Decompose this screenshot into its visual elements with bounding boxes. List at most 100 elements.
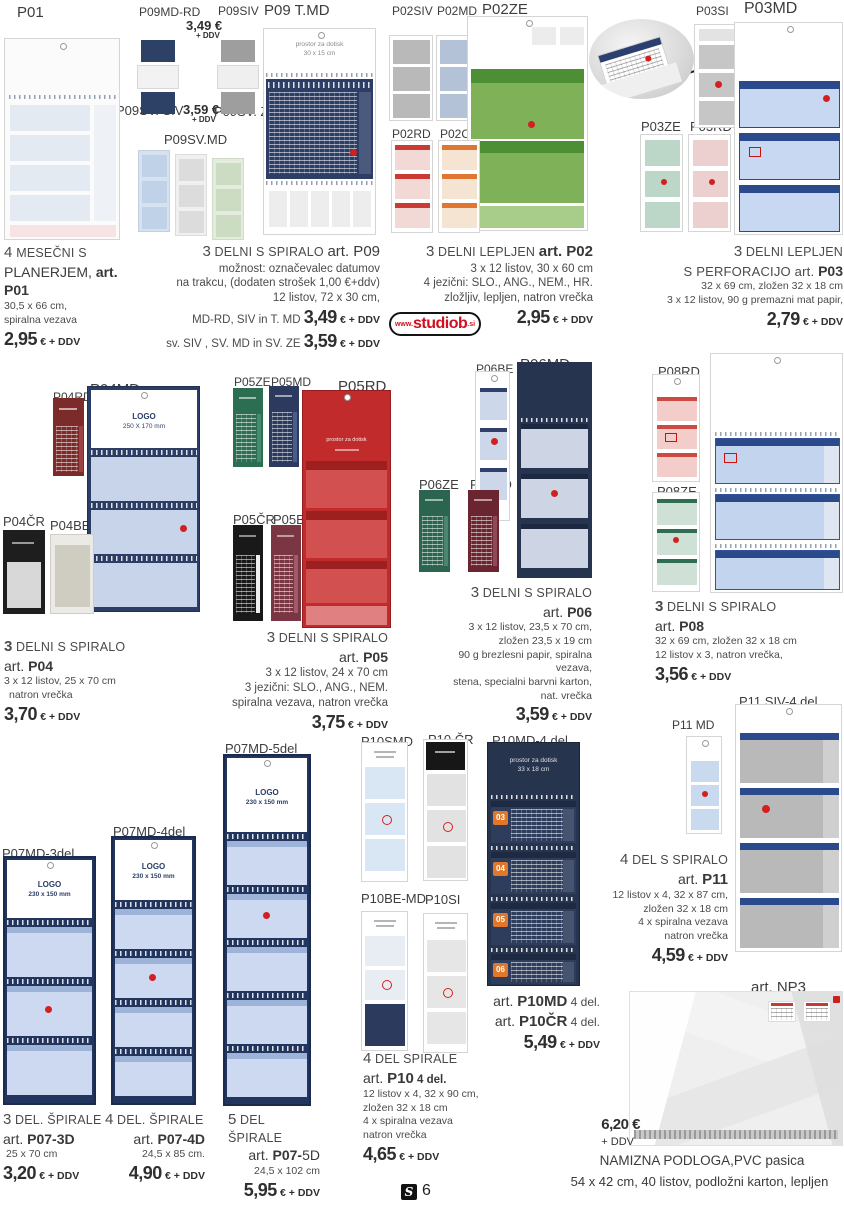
thumb-p02siv: [389, 35, 433, 121]
month-grid: [7, 562, 41, 608]
p07-3d-arta: art.: [3, 1130, 28, 1147]
month-header: [442, 203, 477, 208]
month-grid: [395, 150, 430, 170]
logo-area: LOGO 230 x 150 mm: [227, 758, 307, 832]
p04-description: 3 DELNI S SPIRALO art. P04 3 x 12 listov…: [4, 637, 154, 726]
p02-price-row: 2,95 € + DDV: [395, 306, 593, 329]
hanger-icon: [674, 378, 681, 385]
p11-artb: P11: [702, 870, 728, 888]
p09-description: 3 DELNI S SPIRALO art. P09 možnost: ozna…: [135, 242, 380, 353]
label-p05md: P05MD: [271, 375, 312, 389]
p08-arta: art.: [655, 617, 680, 634]
month-header: [268, 82, 371, 88]
weekend-column: [823, 740, 839, 783]
label-p02rd: P02RD: [392, 127, 431, 141]
logo-dash: [435, 751, 455, 753]
month-panel: [227, 1000, 307, 1044]
month-panel: [691, 761, 719, 782]
thumb-p03si: [694, 24, 737, 128]
month-grid: [395, 208, 430, 228]
p04-price: 3,70: [4, 703, 38, 724]
month-panel: [227, 1053, 307, 1097]
month-grid: [471, 516, 492, 566]
spiral-binding: [91, 503, 197, 508]
mini-month: [332, 191, 350, 227]
month-panel: [10, 135, 90, 161]
month-strip: 05: [491, 903, 576, 945]
page-number: 6: [422, 1182, 431, 1199]
np3-ddv: + DDV: [601, 1135, 634, 1148]
p09-price-row1: MD-RD, SIV in T. MD 3,49 € + DDV: [135, 306, 380, 329]
p02-art: art. P02: [538, 243, 593, 260]
bottom-strip: [10, 225, 116, 237]
spiral-binding: [715, 544, 840, 548]
spiral-binding: [115, 1000, 192, 1005]
p07-3d-price-row: 3,20 € + DDV: [3, 1162, 103, 1185]
p01-ddv: € + DDV: [40, 335, 81, 348]
month-panel: [142, 181, 167, 203]
logo-dash: [239, 535, 256, 537]
label-p02ze: P02ZE: [482, 1, 528, 18]
label-p04be: P04BE: [50, 518, 91, 533]
p10-line: zložen 32 x 18 cm: [363, 1101, 448, 1114]
month-grid: [236, 555, 255, 613]
logo-dash: [474, 499, 492, 501]
p05-title-num: 3: [266, 629, 276, 646]
month-header: [739, 133, 840, 140]
p07-5d-arta: art.: [248, 1147, 273, 1164]
p03-title-text: DELNI LEPLJEN: [742, 245, 843, 259]
logo-line2: 230 x 150 mm: [28, 890, 71, 898]
month-panel: [365, 839, 405, 871]
p07-4d-title: 4 DEL. ŠPIRALE: [105, 1110, 205, 1130]
thumb-p10smd: [361, 742, 408, 882]
month-grid: [511, 962, 563, 982]
month-panel: [699, 101, 734, 125]
month-grid: [471, 83, 584, 139]
p09-title: 3 DELNI S SPIRALO art. P09: [135, 242, 380, 262]
print-area-note: prostor za dotisk: [303, 437, 390, 444]
p10-arta: art.: [363, 1069, 388, 1086]
date-marker-ring: [443, 822, 453, 832]
p08-artb: P08: [679, 617, 705, 634]
p09-row2-label: sv. SIV , SV. MD in SV. ZE: [166, 337, 301, 350]
logo-dash: [277, 535, 294, 537]
month-panel: [657, 559, 697, 585]
label-p07md5: P07MD-5del: [225, 741, 298, 756]
spiral-binding: [115, 951, 192, 956]
label-p09md-rd: P09MD-RD: [139, 5, 201, 19]
p10-description: 4 DEL SPIRALE art. P10 4 del. 12 listov …: [363, 1049, 498, 1166]
month-header: [740, 843, 839, 850]
p04-artb: P04: [28, 657, 54, 674]
p10-price: 4,65: [363, 1143, 397, 1164]
thumb-p06rd: [468, 490, 499, 572]
print-area-line2: 33 x 18 cm: [517, 765, 550, 773]
p10-line: natron vrečka: [363, 1128, 427, 1141]
hanger-icon: [344, 394, 351, 401]
month-panel: [141, 92, 175, 114]
date-marker-box: [749, 147, 761, 157]
print-area-line1: prostor za dotisk: [326, 437, 367, 443]
month-panel: [393, 40, 430, 64]
p11-ddv: € + DDV: [688, 951, 728, 964]
p07-3d-artb: P07-3D: [27, 1130, 75, 1147]
p04-line: 3 x 12 listov, 25 x 70 cm: [4, 675, 116, 688]
month-panel: [521, 524, 588, 568]
spiral-binding: [115, 1049, 192, 1054]
p10-price-row: 4,65 € + DDV: [363, 1143, 498, 1166]
month-panel: [216, 163, 241, 185]
month-panel: [521, 424, 588, 468]
p09-price-b-ddv: + DDV: [192, 115, 216, 124]
month-header: [442, 174, 477, 179]
spiral-binding: [7, 1038, 92, 1043]
p08-price-row: 3,56 € + DDV: [655, 663, 841, 686]
month-panel: [142, 155, 167, 177]
side-strip: [257, 414, 261, 462]
date-marker-dot: [263, 912, 270, 919]
month-panel: [179, 185, 204, 207]
month-grid: [56, 426, 78, 472]
logo-text: LOGO 250 X 170 mm: [91, 412, 197, 432]
p10md-l1c: 4 del.: [567, 995, 600, 1009]
pad-mini-month: [803, 1001, 831, 1022]
month-panel: [365, 767, 405, 799]
p03-line: 3 x 12 listov, 90 g premazni mat papir,: [666, 294, 843, 307]
